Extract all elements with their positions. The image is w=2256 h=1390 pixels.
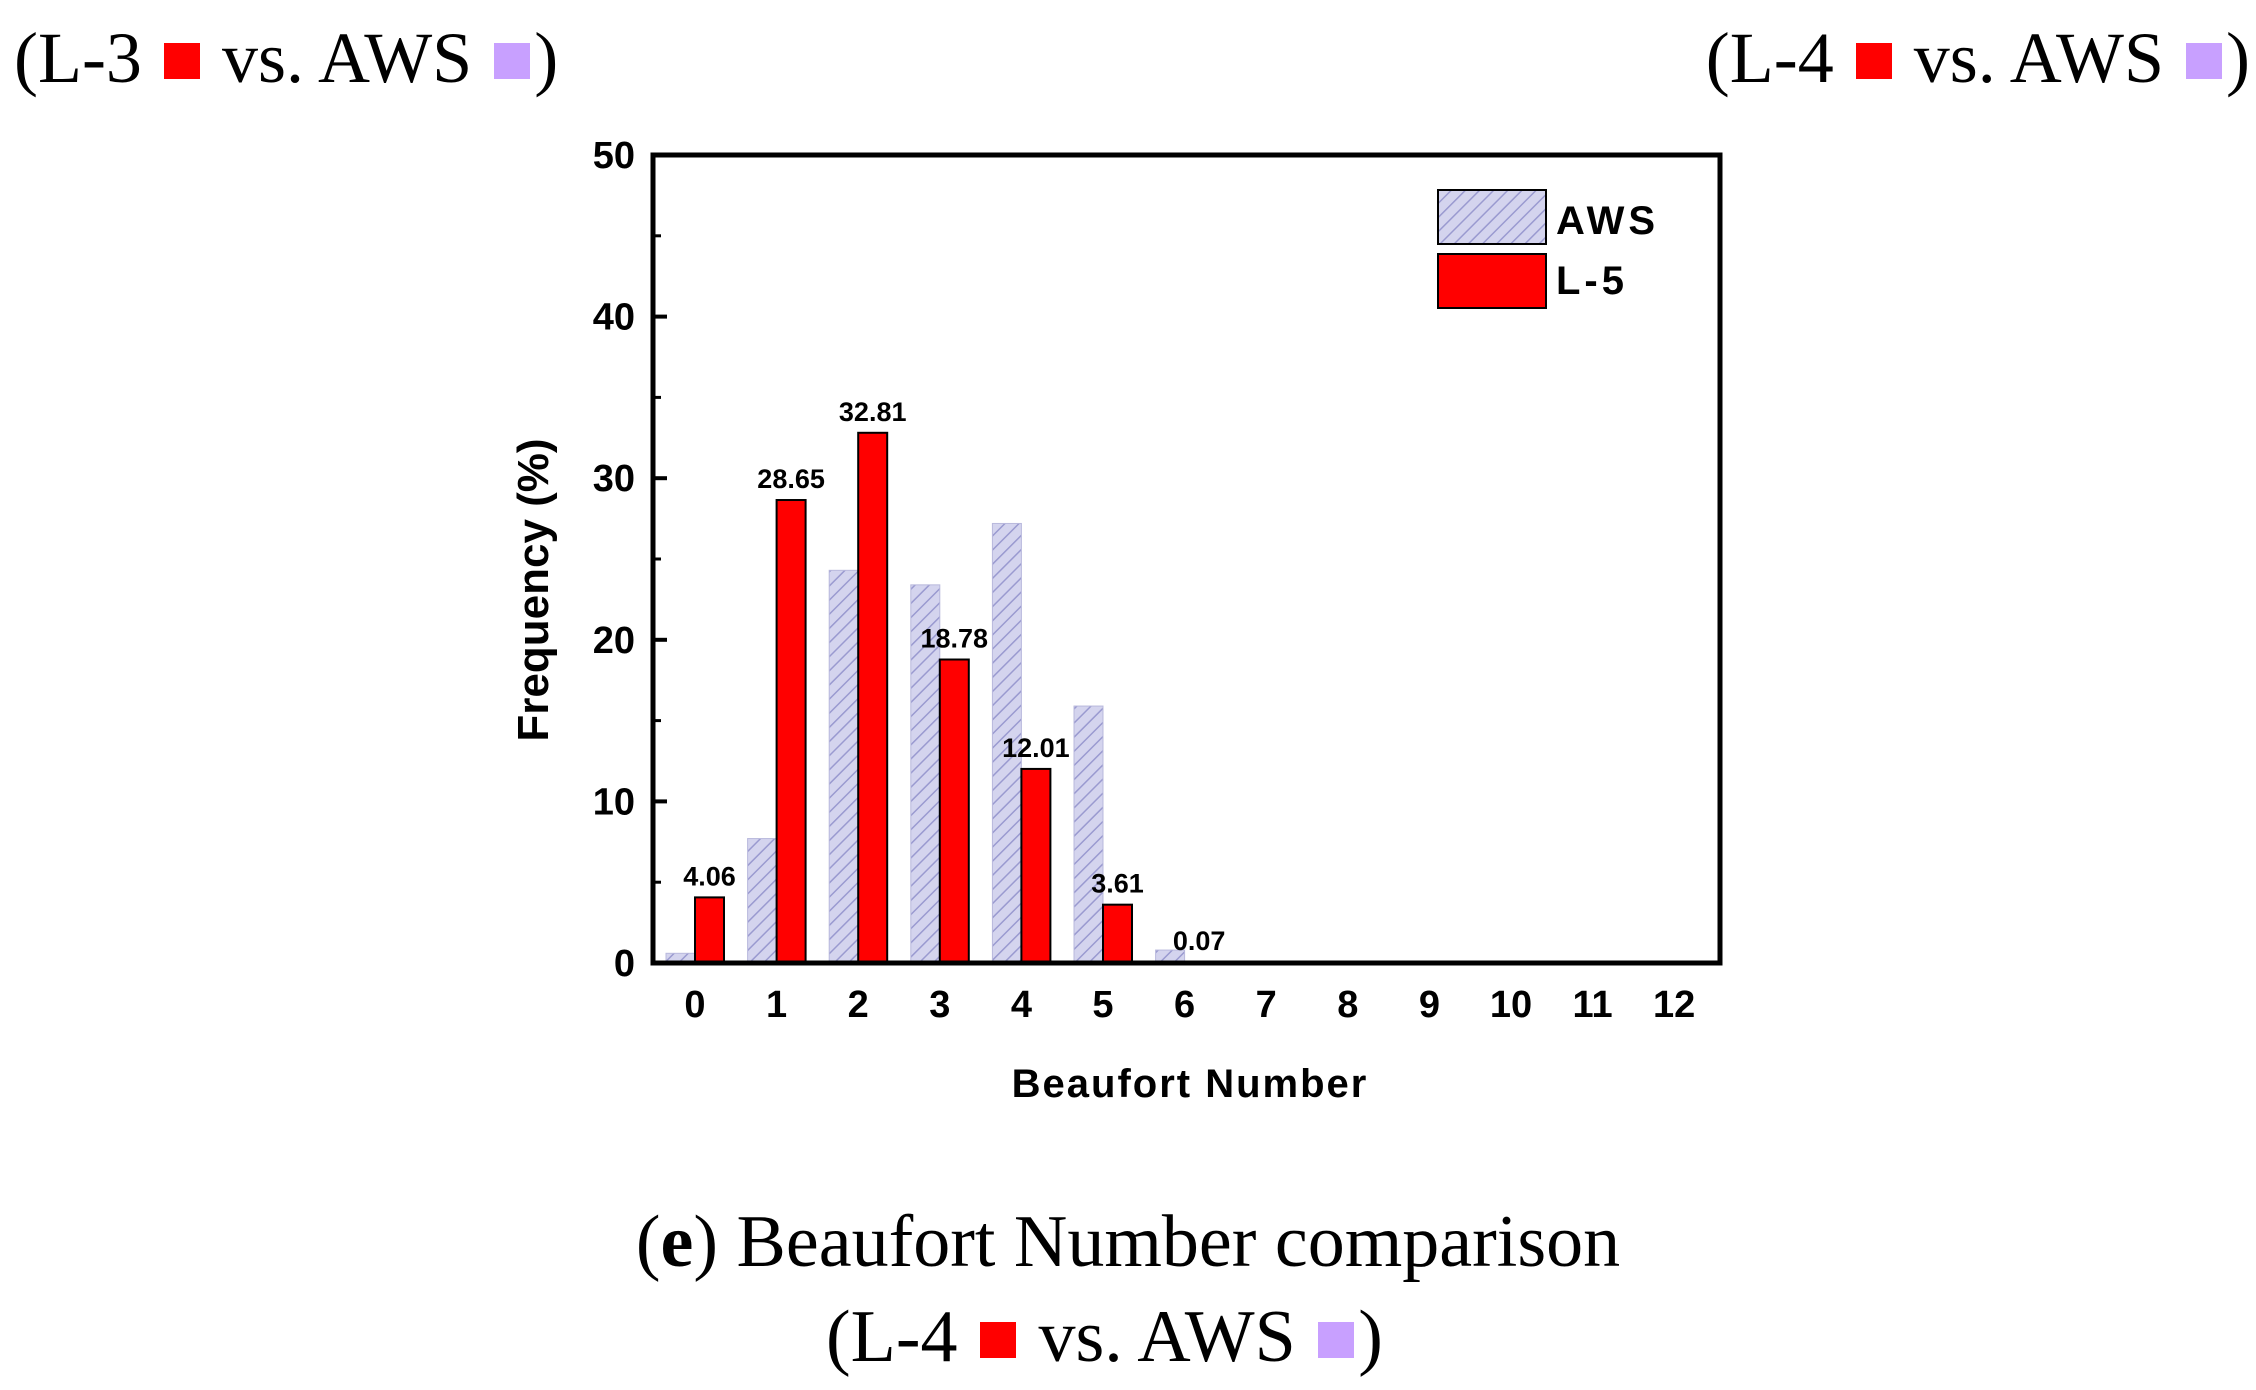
caption-title: Beaufort Number comparison [736, 1201, 1621, 1283]
purple-square-icon [1318, 1322, 1355, 1359]
data-label-5: 3.61 [1091, 869, 1144, 899]
x-tick-label: 9 [1419, 984, 1440, 1026]
header-right-middle: vs. AWS [1913, 18, 2165, 98]
bar-l5-0 [694, 896, 725, 964]
header-left-suffix: ) [534, 18, 559, 98]
x-tick-label: 4 [1011, 984, 1032, 1026]
red-square-icon [980, 1322, 1016, 1359]
y-tick-label: 20 [593, 620, 635, 662]
caption-label-open: ( [635, 1201, 661, 1283]
subcaption-middle: vs. AWS [1038, 1296, 1296, 1378]
purple-square-icon [494, 43, 531, 80]
data-label-2: 32.81 [839, 397, 907, 427]
y-axis-label: Frequency (%) [509, 438, 558, 741]
header-right: (L-4 vs. AWS ) [1706, 22, 2250, 94]
y-tick-label: 40 [593, 297, 635, 339]
data-label-1: 28.65 [757, 464, 825, 494]
chart-legend: AWS L-5 [1437, 189, 1659, 309]
legend-l5-label: L-5 [1556, 259, 1628, 303]
legend-aws-swatch [1437, 189, 1547, 245]
bar-aws-5 [1073, 705, 1104, 964]
caption-label-letter: e [660, 1201, 694, 1283]
subcaption-suffix: ) [1358, 1296, 1383, 1378]
bar-aws-4 [991, 522, 1022, 964]
data-label-3: 18.78 [921, 624, 989, 654]
y-tick-label: 0 [614, 943, 635, 985]
figure-subcaption: (L-4 vs. AWS ) [826, 1300, 1383, 1374]
bar-aws-2 [828, 569, 859, 964]
legend-aws-label: AWS [1556, 199, 1659, 243]
x-tick-label: 8 [1337, 984, 1358, 1026]
bar-l5-5 [1102, 903, 1133, 965]
data-label-4: 12.01 [1002, 733, 1070, 763]
header-left: (L-3 vs. AWS ) [14, 22, 558, 94]
header-left-prefix: (L-3 [14, 18, 142, 98]
x-tick-label: 2 [848, 984, 869, 1026]
bar-l5-4 [1020, 767, 1052, 964]
bar-l5-1 [775, 499, 807, 964]
beaufort-bar-chart: 4.0628.6532.8118.7812.013.610.0701020304… [509, 135, 1723, 1106]
purple-square-icon [2186, 43, 2223, 80]
subcaption-prefix: (L-4 [826, 1296, 958, 1378]
x-tick-label: 12 [1653, 984, 1695, 1026]
bar-aws-1 [747, 838, 778, 964]
x-tick-label: 3 [929, 984, 950, 1026]
data-label-0: 4.06 [683, 861, 736, 891]
data-label-6: 0.07 [1173, 926, 1226, 956]
x-tick-label: 6 [1174, 984, 1195, 1026]
bar-l5-2 [857, 431, 889, 964]
x-tick-label: 5 [1092, 984, 1113, 1026]
header-right-prefix: (L-4 [1705, 18, 1834, 98]
x-tick-label: 0 [684, 984, 705, 1026]
legend-l5-swatch [1437, 253, 1547, 309]
x-tick-label: 11 [1573, 984, 1613, 1026]
red-square-icon [1855, 43, 1892, 80]
figure-caption: (e) Beaufort Number comparison [0, 1205, 2256, 1279]
bar-l5-3 [938, 658, 970, 964]
x-tick-label: 7 [1256, 984, 1277, 1026]
header-left-middle: vs. AWS [221, 18, 473, 98]
y-tick-label: 30 [593, 458, 635, 500]
caption-label-close: ) [693, 1201, 719, 1283]
y-tick-label: 10 [593, 781, 635, 823]
header-right-suffix: ) [2226, 18, 2250, 98]
x-tick-label: 1 [766, 984, 787, 1026]
y-tick-label: 50 [593, 135, 635, 177]
x-axis-label: Beaufort Number [1012, 1062, 1369, 1106]
x-tick-label: 10 [1490, 984, 1532, 1026]
red-square-icon [163, 43, 200, 80]
